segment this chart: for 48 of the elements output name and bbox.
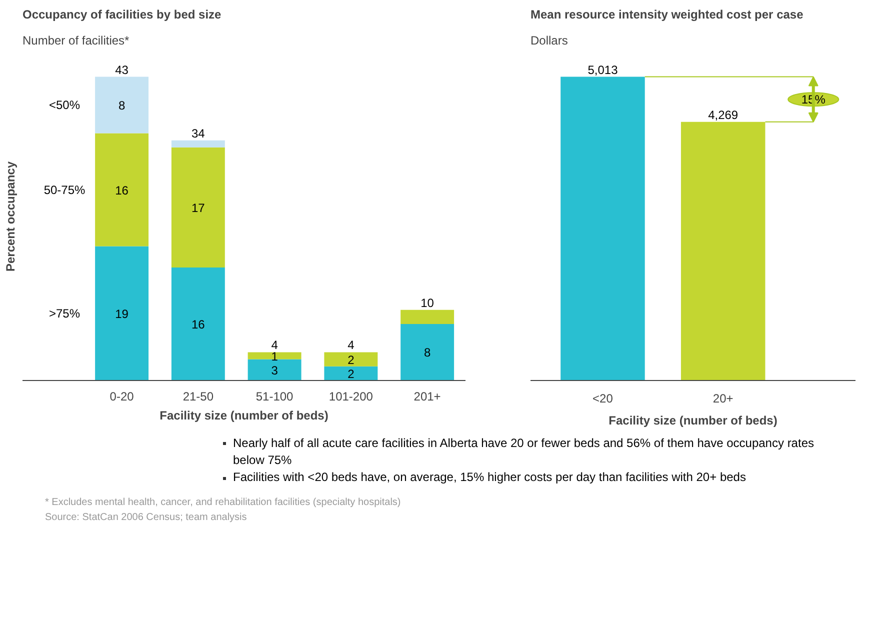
bar	[324, 352, 378, 366]
x-tick-label: 51-100	[256, 390, 294, 404]
data-label: 2	[348, 352, 355, 367]
chart-title: Mean resource intensity weighted cost per case	[530, 8, 804, 22]
series-label: <50%	[48, 98, 80, 112]
bar	[171, 267, 225, 380]
x-tick-label: 0-20	[110, 390, 134, 404]
total-label: 10	[420, 296, 434, 310]
total-label: 34	[192, 126, 206, 140]
data-label: 8	[424, 346, 431, 360]
x-axis-title: Facility size (number of beds)	[160, 408, 328, 422]
data-label: 2	[348, 366, 355, 381]
x-tick-label: 20+	[712, 392, 734, 406]
text: Facilities with <20 beds have, on average, 15% higher costs per day than facilities with 20+ beds	[233, 469, 747, 486]
bar	[248, 359, 302, 380]
data-label: 8	[118, 98, 126, 113]
total-label: 4	[271, 338, 278, 352]
x-axis-title: Facility size (number of beds)	[608, 414, 778, 428]
bar	[400, 310, 454, 324]
data-label: 17	[192, 200, 206, 215]
chart-title: Occupancy of facilities by bed size	[22, 8, 222, 22]
x-tick-label: <20	[592, 392, 614, 406]
text: Nearly half of all acute care facilities in Alberta have 20 or fewer beds and 56% of them have occupancy rates below 75%	[233, 435, 815, 470]
total-label: 43	[115, 62, 129, 77]
bar	[95, 246, 149, 380]
source-note: Source: StatCan 2006 Census; team analysis	[45, 510, 248, 525]
bar	[95, 76, 149, 134]
x-tick-label: 201+	[414, 390, 441, 404]
series-label: 50-75%	[44, 182, 86, 197]
x-tick-label: 101-200	[328, 390, 374, 404]
y-axis-title: Percent occupancy	[4, 161, 18, 272]
bar	[400, 324, 454, 380]
data-label: 16	[115, 183, 129, 198]
data-label: 19	[115, 306, 129, 321]
bar	[95, 133, 149, 246]
data-label: 5,013	[588, 62, 618, 77]
series-label: >75%	[48, 306, 80, 320]
data-label: 16	[192, 317, 206, 332]
bar	[171, 147, 225, 268]
text: * Excludes mental health, cancer, and rehabilitation facilities (specialty hospitals)	[45, 496, 401, 510]
data-label: 4,269	[708, 108, 738, 122]
chart-subtitle: Dollars	[530, 34, 568, 48]
total-label: 4	[348, 338, 355, 352]
x-tick-label: 21-50	[182, 390, 214, 404]
bar	[324, 366, 378, 380]
chart-subtitle: Number of facilities*	[22, 34, 130, 48]
data-label: 3	[271, 363, 278, 378]
bar	[171, 140, 225, 148]
